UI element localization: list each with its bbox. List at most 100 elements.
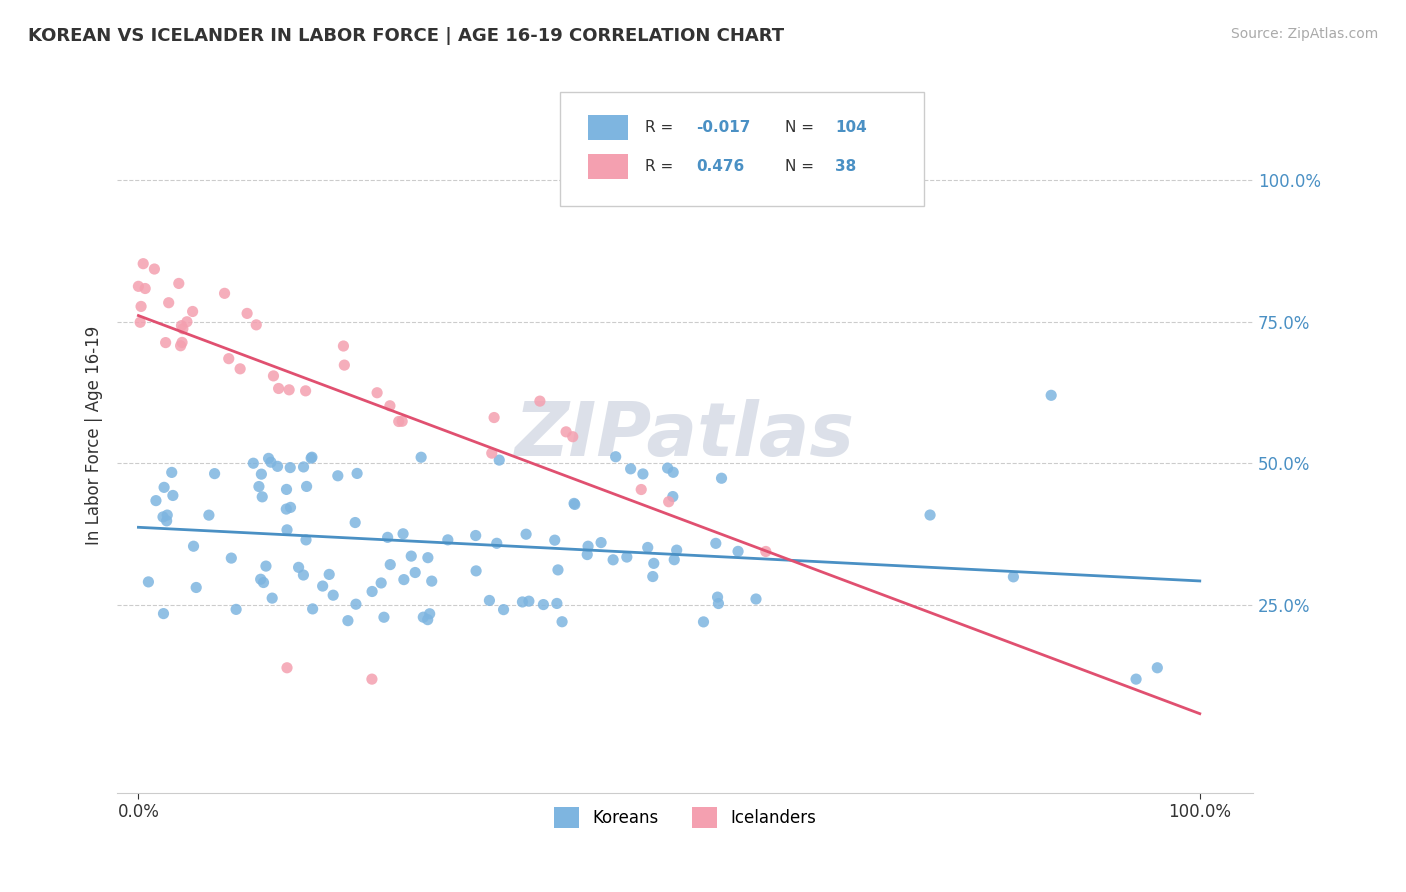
Point xyxy=(336,614,359,628)
Point xyxy=(665,543,688,558)
Text: N =: N = xyxy=(785,160,818,174)
FancyBboxPatch shape xyxy=(589,115,628,140)
Point xyxy=(361,584,384,599)
Point xyxy=(361,672,384,686)
Point xyxy=(152,509,174,524)
Point xyxy=(662,490,685,504)
Point xyxy=(399,549,422,563)
Point xyxy=(416,613,439,627)
Point xyxy=(254,559,277,574)
Point xyxy=(378,399,401,413)
Text: R =: R = xyxy=(645,120,678,135)
Point xyxy=(181,304,204,318)
Point xyxy=(266,459,288,474)
Point xyxy=(745,592,768,607)
Y-axis label: In Labor Force | Age 16-19: In Labor Force | Age 16-19 xyxy=(86,326,103,545)
Point xyxy=(267,382,290,396)
FancyBboxPatch shape xyxy=(589,154,628,179)
Point xyxy=(127,279,149,293)
Point xyxy=(555,425,578,439)
Point xyxy=(420,574,443,588)
Point xyxy=(643,557,665,571)
Point xyxy=(170,335,193,350)
Point xyxy=(492,602,515,616)
Point xyxy=(602,553,624,567)
Point xyxy=(276,502,298,516)
Point xyxy=(326,468,349,483)
Point xyxy=(250,467,273,482)
Point xyxy=(1040,388,1063,402)
Point xyxy=(169,339,191,353)
Point xyxy=(295,533,318,547)
Point xyxy=(1125,672,1147,686)
Point xyxy=(276,523,298,537)
Point xyxy=(531,598,554,612)
Point xyxy=(664,552,686,566)
Point xyxy=(311,579,333,593)
Point xyxy=(591,535,613,549)
Text: 104: 104 xyxy=(835,120,866,135)
Point xyxy=(287,560,309,574)
Point xyxy=(377,530,399,544)
FancyBboxPatch shape xyxy=(560,92,924,206)
Point xyxy=(412,610,434,624)
Point xyxy=(616,549,638,564)
Point xyxy=(299,451,322,466)
Point xyxy=(416,550,439,565)
Point xyxy=(630,483,652,497)
Point xyxy=(245,318,267,332)
Text: R =: R = xyxy=(645,160,678,174)
Point xyxy=(419,607,441,621)
Point xyxy=(404,566,426,580)
Point xyxy=(544,533,567,548)
Point xyxy=(153,480,176,494)
Point xyxy=(186,581,208,595)
Point xyxy=(411,450,433,465)
Point xyxy=(276,661,298,675)
Point xyxy=(755,544,778,558)
Text: -0.017: -0.017 xyxy=(696,120,751,135)
Point xyxy=(333,358,356,372)
Point xyxy=(138,574,160,589)
Point xyxy=(278,383,301,397)
Point xyxy=(631,467,654,481)
Point xyxy=(292,568,315,582)
Point xyxy=(129,300,152,314)
Point xyxy=(295,479,318,493)
Point xyxy=(388,415,411,429)
Point xyxy=(707,597,730,611)
Point xyxy=(247,479,270,493)
Point xyxy=(157,295,180,310)
Point xyxy=(344,597,367,611)
Point xyxy=(301,602,323,616)
Point xyxy=(488,453,510,467)
Point xyxy=(366,385,388,400)
Point xyxy=(156,514,179,528)
Point xyxy=(170,318,193,333)
Point xyxy=(485,536,508,550)
Point xyxy=(198,508,221,523)
Point xyxy=(465,564,488,578)
Point xyxy=(218,351,240,366)
Point xyxy=(225,602,247,616)
Point xyxy=(344,516,367,530)
Point xyxy=(292,459,315,474)
Point xyxy=(172,322,194,336)
Point xyxy=(242,456,264,470)
Point xyxy=(561,430,583,444)
Point xyxy=(132,257,155,271)
Point xyxy=(204,467,226,481)
Point xyxy=(657,461,679,475)
Point xyxy=(294,384,316,398)
Point xyxy=(1002,570,1025,584)
Legend: Koreans, Icelanders: Koreans, Icelanders xyxy=(547,801,823,834)
Point xyxy=(252,575,274,590)
Point xyxy=(464,528,486,542)
Point xyxy=(129,315,152,329)
Point xyxy=(176,315,198,329)
Point xyxy=(562,496,585,510)
Text: Source: ZipAtlas.com: Source: ZipAtlas.com xyxy=(1230,27,1378,41)
Point xyxy=(318,567,340,582)
Point xyxy=(605,450,627,464)
Text: KOREAN VS ICELANDER IN LABOR FORCE | AGE 16-19 CORRELATION CHART: KOREAN VS ICELANDER IN LABOR FORCE | AGE… xyxy=(28,27,785,45)
